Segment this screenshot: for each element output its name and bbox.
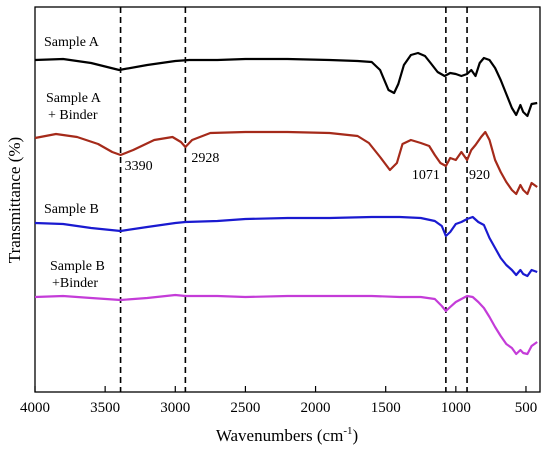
series-label: Sample B +Binder [50, 259, 105, 291]
series-labels: Sample A Sample A + Binder Sample B Sample B… [44, 35, 105, 291]
y-axis-title: Transmittance (%) [5, 137, 24, 263]
x-axis-ticks: 4000 3500 3000 2500 2000 1500 1000 500 [20, 386, 537, 416]
x-tick-label: 2500 [230, 400, 260, 416]
series-label: Sample A [44, 35, 100, 50]
series-line [34, 215, 538, 278]
series-line [34, 130, 538, 196]
plot-area-frame [34, 6, 541, 393]
series-line [34, 293, 538, 356]
x-tick-label: 1500 [371, 400, 401, 416]
peak-label: 1071 [412, 168, 440, 183]
x-axis-title: Wavenumbers (cm-1) [216, 425, 358, 445]
x-tick-label: 500 [515, 400, 538, 416]
peak-labels: 3390 2928 1071 920 [125, 151, 490, 183]
x-tick-label: 2000 [301, 400, 331, 416]
x-tick-label: 3000 [160, 400, 190, 416]
peak-label: 3390 [125, 159, 153, 174]
reference-lines [119, 7, 468, 392]
series-line [34, 51, 538, 118]
peak-label: 920 [469, 168, 490, 183]
x-tick-label: 4000 [20, 400, 50, 416]
x-tick-label: 1000 [441, 400, 471, 416]
series-label: Sample B [44, 202, 99, 217]
x-tick-label: 3500 [90, 400, 120, 416]
peak-label: 2928 [191, 151, 219, 166]
series-label: Sample A + Binder [46, 91, 102, 123]
series-lines [34, 51, 538, 356]
